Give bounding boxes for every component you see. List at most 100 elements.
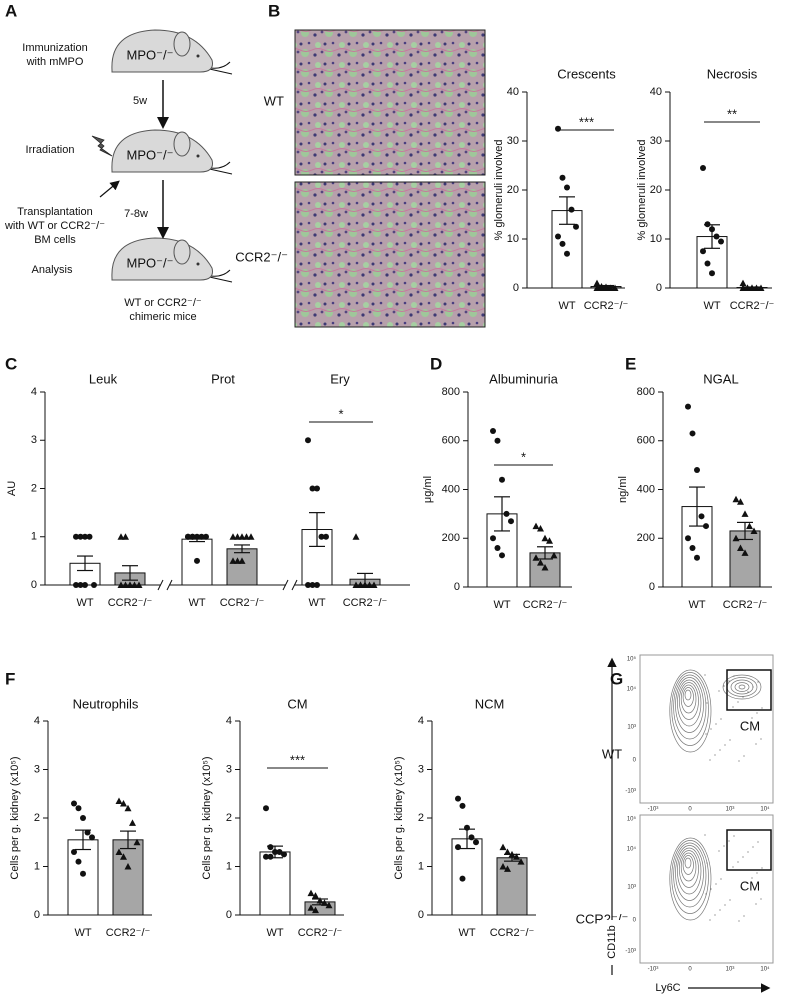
data-point bbox=[115, 848, 123, 855]
data-point bbox=[685, 403, 691, 410]
data-point bbox=[593, 284, 601, 291]
data-point bbox=[737, 498, 744, 505]
significance-label: * bbox=[338, 406, 343, 421]
data-point bbox=[607, 284, 614, 291]
event bbox=[720, 718, 722, 720]
mouse-ear bbox=[173, 239, 191, 265]
x-tick-label: CCR2⁻/⁻ bbox=[343, 597, 388, 609]
arrow bbox=[99, 180, 120, 198]
data-point bbox=[694, 554, 700, 561]
event bbox=[714, 754, 716, 756]
error-bar bbox=[559, 196, 575, 225]
x-tick-label: WT bbox=[76, 597, 93, 609]
data-point bbox=[750, 527, 758, 534]
contour bbox=[682, 855, 694, 875]
data-point bbox=[238, 557, 246, 564]
data-point bbox=[117, 581, 125, 588]
data-point bbox=[718, 238, 724, 245]
data-point bbox=[757, 284, 765, 291]
chart-title: NGAL bbox=[703, 371, 738, 386]
contour bbox=[680, 852, 697, 882]
data-point bbox=[318, 533, 325, 540]
data-point bbox=[494, 545, 501, 551]
flow-x-tick: 0 bbox=[688, 807, 692, 813]
data-point bbox=[739, 279, 747, 287]
data-point bbox=[541, 534, 549, 542]
data-point bbox=[120, 799, 127, 807]
data-point bbox=[490, 535, 496, 542]
error-bar bbox=[537, 546, 553, 560]
event bbox=[719, 749, 721, 751]
chart-title: Neutrophils bbox=[73, 696, 139, 711]
data-point bbox=[276, 848, 283, 855]
event bbox=[743, 915, 745, 917]
data-point bbox=[503, 510, 510, 517]
x-tick-label: CCR2⁻/⁻ bbox=[298, 927, 343, 939]
mouse-label: MPO⁻/⁻ bbox=[127, 255, 174, 270]
data-point bbox=[185, 533, 191, 540]
contour bbox=[675, 677, 704, 733]
event bbox=[723, 685, 725, 687]
data-point bbox=[243, 533, 250, 540]
outcome-text: WT or CCR2⁻/⁻ bbox=[124, 297, 202, 309]
flow-x-label: Ly6C bbox=[655, 982, 680, 994]
y-tick-label: 600 bbox=[637, 435, 655, 447]
y-tick-label: 2 bbox=[418, 812, 424, 824]
y-tick-label: 40 bbox=[507, 86, 519, 98]
y-tick-label: 3 bbox=[418, 763, 424, 775]
event bbox=[724, 904, 726, 906]
event bbox=[728, 680, 730, 682]
data-point bbox=[537, 525, 544, 532]
data-point bbox=[689, 545, 696, 551]
event bbox=[715, 723, 717, 725]
data-point bbox=[550, 551, 558, 559]
data-point bbox=[234, 557, 241, 564]
data-point bbox=[748, 284, 756, 291]
y-tick-label: 400 bbox=[442, 483, 460, 495]
gate bbox=[726, 829, 772, 871]
y-tick-label: 4 bbox=[418, 715, 424, 727]
bar bbox=[226, 548, 258, 586]
event bbox=[747, 691, 749, 693]
chart-title: Necrosis bbox=[707, 66, 758, 81]
significance-label: *** bbox=[290, 752, 305, 767]
x-tick-label: WT bbox=[188, 597, 205, 609]
event bbox=[704, 834, 706, 836]
flow-y-tick: 0 bbox=[633, 758, 637, 764]
data-point bbox=[133, 838, 141, 846]
data-point bbox=[709, 226, 715, 233]
event bbox=[724, 744, 726, 746]
data-point bbox=[305, 582, 311, 588]
data-point bbox=[263, 853, 269, 860]
panel-label: A bbox=[5, 1, 17, 20]
data-point bbox=[229, 533, 237, 540]
data-point bbox=[323, 533, 329, 540]
y-tick-label: 400 bbox=[637, 483, 655, 495]
data-point bbox=[370, 581, 378, 588]
event bbox=[718, 690, 720, 692]
data-point bbox=[263, 805, 269, 812]
chart-title: Prot bbox=[211, 371, 235, 386]
y-tick-label: 1 bbox=[34, 860, 40, 872]
y-tick-label: 2 bbox=[226, 812, 232, 824]
mouse-label: MPO⁻/⁻ bbox=[127, 147, 174, 162]
significance-label: *** bbox=[579, 114, 594, 129]
error-bar bbox=[120, 830, 136, 850]
data-point bbox=[573, 223, 579, 230]
data-point bbox=[508, 850, 516, 858]
y-tick-label: 0 bbox=[226, 909, 232, 921]
bar bbox=[112, 839, 144, 916]
event bbox=[709, 919, 711, 921]
data-point bbox=[89, 834, 95, 841]
y-axis-label: μg/ml bbox=[422, 476, 434, 503]
contour bbox=[680, 684, 697, 714]
histology-image bbox=[294, 29, 486, 176]
x-tick-label: WT bbox=[74, 927, 91, 939]
data-point bbox=[366, 581, 373, 588]
event bbox=[715, 883, 717, 885]
contour bbox=[678, 682, 699, 720]
data-point bbox=[312, 906, 319, 914]
data-point bbox=[546, 537, 553, 544]
step-text: with WT or CCR2⁻/⁻ bbox=[4, 220, 105, 232]
flow-x-tick: 10⁴ bbox=[760, 966, 770, 973]
